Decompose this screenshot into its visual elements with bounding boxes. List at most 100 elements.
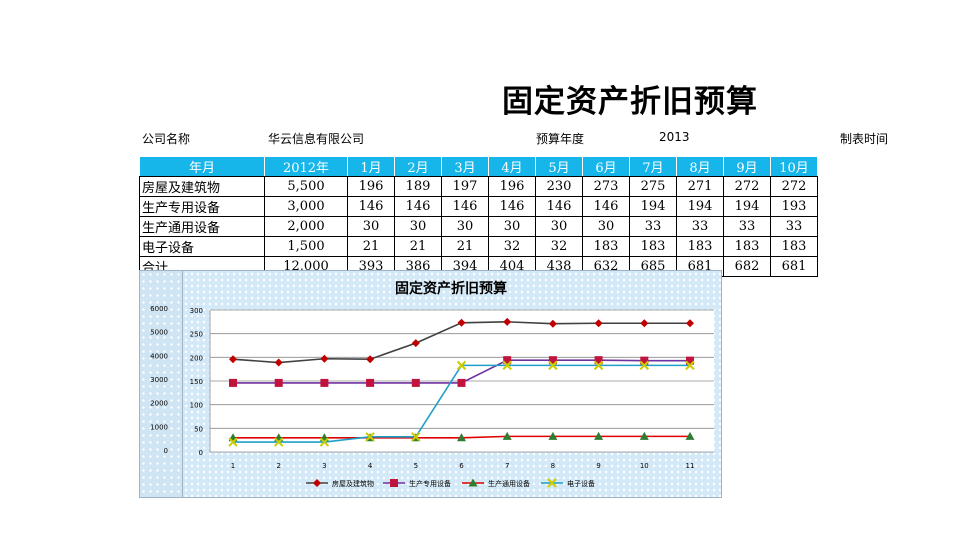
- secondary-chart-panel[interactable]: [139, 270, 187, 498]
- legend-label: 房屋及建筑物: [332, 479, 374, 488]
- data-point: [502, 360, 512, 371]
- chart-title: 固定资产折旧预算: [395, 280, 507, 297]
- data-point: [274, 378, 283, 387]
- data-point: [685, 360, 695, 371]
- secondary-y-tick-label: 6000: [150, 305, 168, 313]
- data-point: [502, 431, 512, 440]
- value-cell[interactable]: 146: [488, 196, 536, 217]
- data-point: [457, 318, 466, 327]
- x-tick-label: 3: [322, 462, 326, 470]
- value-cell[interactable]: 272: [770, 176, 818, 197]
- depreciation-table: 年月 2012年 1月 2月 3月 4月 5月 6月 7月 8月 9月 10月 …: [139, 156, 818, 277]
- header-cell[interactable]: 5月: [535, 156, 583, 177]
- data-point: [548, 360, 558, 371]
- data-point: [686, 356, 694, 365]
- data-point: [640, 319, 649, 328]
- company-value[interactable]: 华云信息有限公司: [268, 132, 365, 146]
- value-cell[interactable]: 681: [770, 256, 818, 277]
- y-tick-label: 300: [190, 307, 203, 315]
- y-tick-label: 250: [190, 331, 203, 339]
- header-cell[interactable]: 8月: [676, 156, 724, 177]
- secondary-y-tick-label: 1000: [150, 423, 168, 431]
- data-point: [273, 437, 284, 447]
- row-label-cell[interactable]: 生产专用设备: [139, 196, 265, 217]
- data-point: [639, 360, 650, 371]
- secondary-y-tick-label: 3000: [150, 376, 168, 384]
- data-point: [594, 431, 604, 440]
- header-cell[interactable]: 4月: [488, 156, 536, 177]
- year-value[interactable]: 2013: [659, 130, 690, 144]
- data-point: [411, 432, 421, 442]
- x-tick-label: 4: [368, 462, 373, 470]
- data-point: [548, 319, 557, 328]
- x-tick-label: 9: [596, 462, 600, 470]
- y-tick-label: 150: [190, 378, 203, 386]
- x-tick-label: 6: [459, 462, 464, 470]
- data-point: [228, 437, 238, 447]
- company-label: 公司名称: [142, 132, 191, 146]
- data-point: [411, 378, 420, 387]
- legend-marker: [313, 479, 321, 487]
- data-point: [594, 319, 603, 328]
- value-cell[interactable]: 230: [535, 176, 583, 197]
- data-point: [365, 432, 375, 442]
- legend-label: 生产通用设备: [488, 479, 530, 488]
- table-row: 生产专用设备 3,000 146 146 146 146 146 146 194 194 194 19…: [139, 196, 818, 217]
- x-tick-label: 11: [686, 462, 695, 470]
- y-tick-label: 0: [199, 449, 203, 457]
- table-row: 电子设备 1,500 21 21 21 32 32 183 183 183 183 183: [139, 236, 818, 257]
- value-cell[interactable]: 21: [441, 236, 489, 257]
- year-label: 预算年度: [536, 132, 585, 146]
- data-point: [456, 360, 467, 371]
- x-tick-label: 2: [276, 462, 280, 470]
- y-tick-label: 100: [190, 402, 203, 410]
- value-cell[interactable]: 183: [676, 236, 724, 257]
- data-point: [366, 355, 375, 364]
- data-point: [593, 360, 604, 371]
- data-point: [319, 437, 330, 447]
- x-tick-label: 10: [640, 462, 649, 470]
- header-cell[interactable]: 6月: [582, 156, 630, 177]
- value-cell[interactable]: 273: [582, 176, 630, 197]
- value-cell[interactable]: 196: [488, 176, 536, 197]
- data-point: [548, 431, 558, 440]
- secondary-y-tick-label: 5000: [150, 329, 168, 337]
- table-row: 房屋及建筑物 5,500 196 189 197 196 230 273 275 271 272 27…: [139, 176, 818, 197]
- page-title: 固定资产折旧预算: [502, 84, 758, 120]
- data-point: [503, 356, 512, 365]
- header-cell[interactable]: 2月: [394, 156, 442, 177]
- value-cell[interactable]: 271: [676, 176, 724, 197]
- value-cell[interactable]: 146: [441, 196, 489, 217]
- data-point: [229, 355, 237, 364]
- data-point: [686, 319, 694, 328]
- secondary-y-tick-label: 4000: [150, 352, 168, 360]
- legend-marker: [547, 478, 557, 488]
- data-point: [320, 354, 329, 363]
- data-point: [229, 378, 237, 387]
- value-cell[interactable]: 682: [723, 256, 771, 277]
- value-cell[interactable]: 146: [582, 196, 630, 217]
- data-point: [274, 358, 283, 367]
- row-label-cell[interactable]: 生产通用设备: [139, 216, 265, 237]
- data-point: [411, 339, 420, 348]
- data-point: [548, 356, 557, 365]
- secondary-y-tick-label: 2000: [150, 400, 168, 408]
- legend-marker: [390, 479, 398, 487]
- secondary-y-tick-label: 0: [164, 447, 168, 455]
- data-point: [639, 431, 649, 440]
- header-cell[interactable]: 1月: [347, 156, 395, 177]
- legend-marker: [468, 478, 478, 487]
- y-tick-label: 200: [190, 354, 203, 362]
- x-tick-label: 7: [505, 462, 509, 470]
- data-point: [503, 317, 512, 326]
- value-cell[interactable]: 33: [770, 216, 818, 237]
- data-point: [457, 433, 466, 442]
- value-cell[interactable]: 30: [441, 216, 489, 237]
- data-point: [320, 378, 329, 387]
- data-point: [640, 356, 649, 365]
- value-cell[interactable]: 32: [488, 236, 536, 257]
- legend-label: 电子设备: [567, 479, 595, 488]
- data-point: [366, 378, 375, 387]
- value-cell[interactable]: 194: [629, 196, 677, 217]
